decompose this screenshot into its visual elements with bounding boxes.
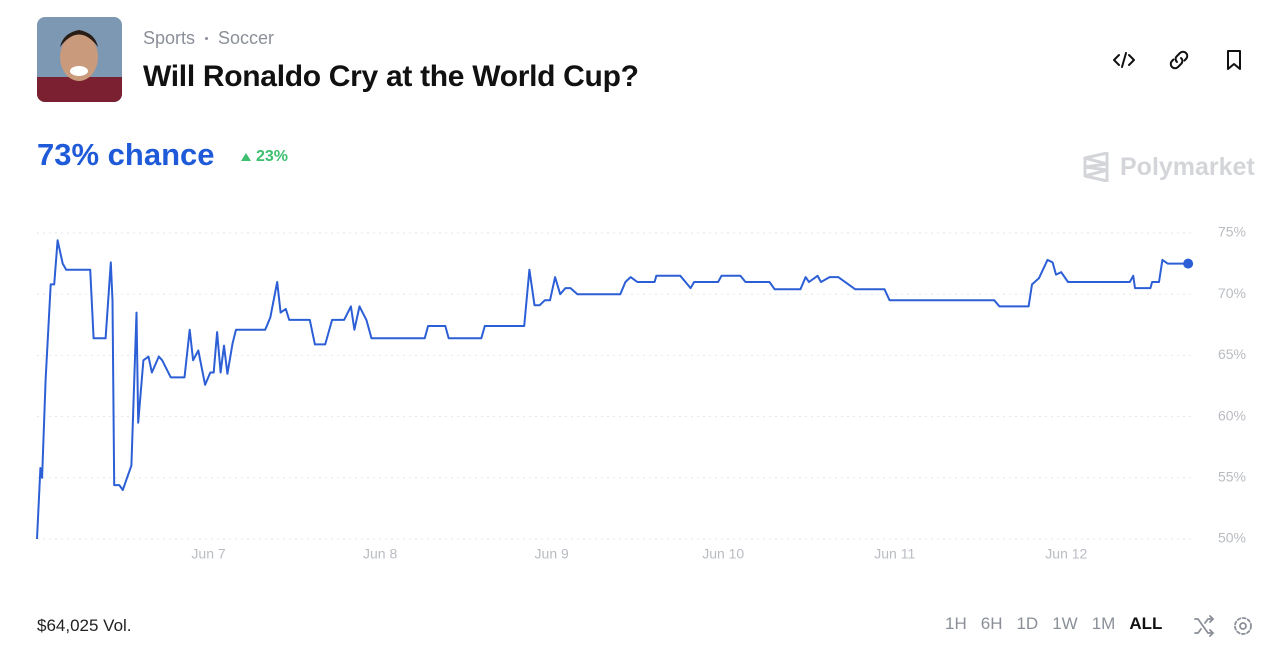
y-tick-label: 50%: [1218, 530, 1246, 546]
price-line: [36, 239, 1189, 540]
market-image: [37, 17, 122, 102]
brand-name: Polymarket: [1120, 152, 1255, 181]
brand: Polymarket: [1082, 152, 1255, 182]
up-arrow: [241, 153, 251, 161]
x-tick-label: Jun 9: [535, 546, 569, 562]
range-button[interactable]: 1W: [1052, 614, 1078, 633]
link-button[interactable]: [1169, 50, 1189, 70]
brand-logo: [1083, 152, 1109, 182]
y-tick-label: 75%: [1218, 224, 1246, 240]
separator: [205, 37, 209, 40]
chart: 50% 55% 60% 65% 70% 75% Jun 7 Jun 8 Jun 9 Jun 10 J…: [36, 224, 1246, 562]
range-button[interactable]: 1M: [1091, 614, 1116, 633]
category[interactable]: Sports: [143, 28, 196, 48]
y-tick-label: 65%: [1218, 346, 1246, 362]
x-tick-label: Jun 10: [702, 546, 744, 562]
y-tick-label: 60%: [1218, 407, 1246, 423]
range-selector: 1H 6H 1D 1W 1M ALL: [938, 614, 1169, 634]
y-tick-label: 70%: [1218, 285, 1246, 301]
y-tick-label: 55%: [1218, 469, 1246, 485]
x-tick-label: Jun 8: [363, 546, 397, 562]
change-value: 23%: [256, 148, 289, 165]
x-tick-label: Jun 12: [1045, 546, 1087, 562]
actions: [1113, 50, 1241, 70]
chart-tools: [1194, 615, 1252, 637]
last-point: [1183, 258, 1194, 269]
breadcrumb: Sports Soccer: [143, 28, 274, 49]
range-button[interactable]: 1H: [945, 614, 967, 633]
chance: 73% chance: [37, 137, 215, 172]
range-button[interactable]: 1D: [1016, 614, 1039, 633]
shuffle-button[interactable]: [1194, 615, 1215, 637]
change: 23%: [240, 148, 288, 166]
range-button[interactable]: ALL: [1129, 614, 1163, 633]
volume: $64,025 Vol.: [37, 616, 132, 635]
settings-button[interactable]: [1234, 617, 1252, 635]
x-tick-label: Jun 11: [874, 546, 915, 562]
bookmark-button[interactable]: [1227, 50, 1241, 70]
category[interactable]: Soccer: [218, 28, 275, 48]
x-tick-label: Jun 7: [191, 546, 225, 562]
market-title: Will Ronaldo Cry at the World Cup?: [143, 60, 639, 93]
embed-button[interactable]: [1113, 52, 1135, 68]
range-button[interactable]: 6H: [980, 614, 1003, 633]
